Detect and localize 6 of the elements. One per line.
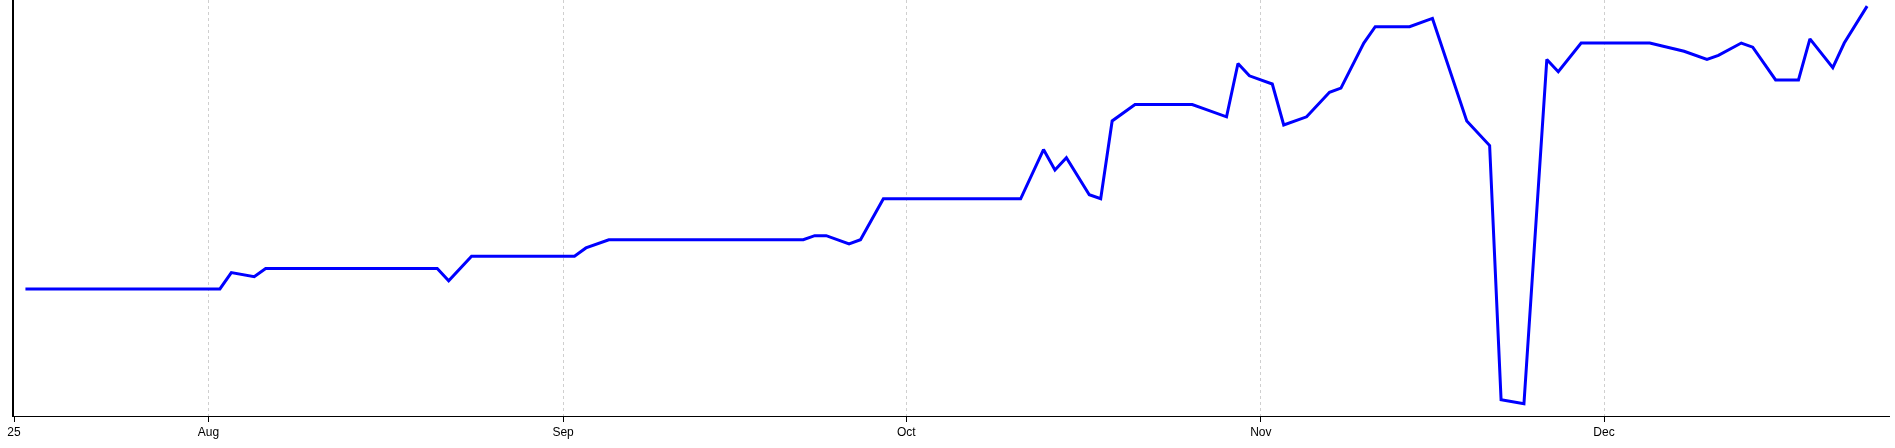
x-tick-label: Sep [552, 425, 575, 440]
x-tick-label: 25 [7, 425, 21, 440]
x-tick-label: Dec [1593, 425, 1615, 440]
x-tick-label: Aug [197, 425, 220, 440]
x-tick-label: Oct [896, 425, 917, 440]
x-tick-label: Nov [1250, 425, 1272, 440]
